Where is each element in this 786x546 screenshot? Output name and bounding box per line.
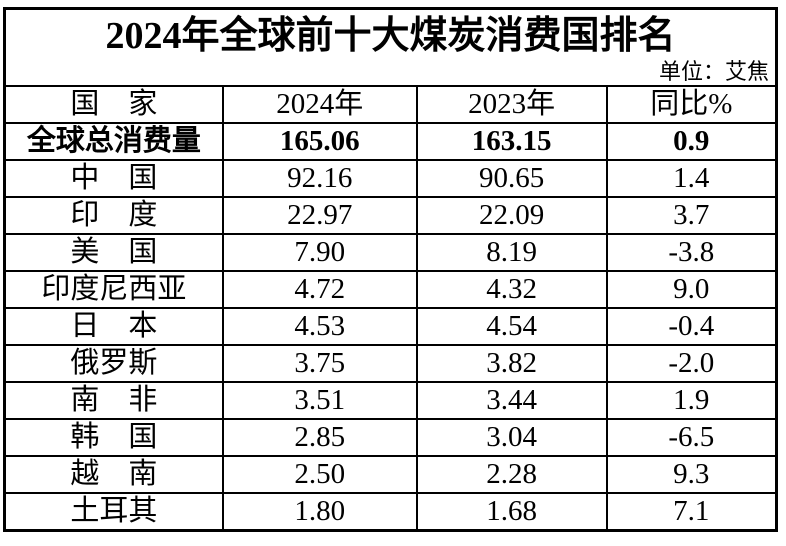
col-header-2023: 2023年: [415, 86, 608, 124]
col-header-2024: 2024年: [221, 86, 418, 124]
table-row-south-korea: 韩 国 2.85 3.04 -6.5: [5, 418, 777, 457]
cell-2023: 3.44: [415, 381, 608, 420]
cell-country: 日 本: [5, 307, 224, 346]
col-header-country: 国 家: [5, 86, 224, 124]
cell-2023: 90.65: [415, 159, 608, 198]
table-row-global-total: 全球总消费量 165.06 163.15 0.9: [5, 122, 777, 161]
cell-country: 越 南: [5, 455, 224, 494]
cell-2023: 4.54: [415, 307, 608, 346]
cell-yoy: -3.8: [605, 233, 777, 272]
header-row: 国 家 2024年 2023年 同比%: [5, 86, 777, 124]
table-title: 2024年全球前十大煤炭消费国排名: [105, 15, 676, 57]
cell-yoy: 9.3: [605, 455, 777, 494]
cell-2023: 1.68: [415, 492, 608, 530]
cell-country: 全球总消费量: [5, 122, 224, 161]
cell-country: 韩 国: [5, 418, 224, 457]
cell-2024: 4.72: [221, 270, 418, 309]
cell-2023: 2.28: [415, 455, 608, 494]
cell-yoy: -6.5: [605, 418, 777, 457]
unit-note: 单位：艾焦: [658, 59, 769, 84]
cell-2023: 4.32: [415, 270, 608, 309]
cell-2024: 3.51: [221, 381, 418, 420]
cell-2024: 3.75: [221, 344, 418, 383]
table-row-china: 中 国 92.16 90.65 1.4: [5, 159, 777, 198]
cell-country: 南 非: [5, 381, 224, 420]
cell-yoy: 0.9: [605, 122, 777, 161]
table-row-vietnam: 越 南 2.50 2.28 9.3: [5, 455, 777, 494]
table-row-usa: 美 国 7.90 8.19 -3.8: [5, 233, 777, 272]
table-row-japan: 日 本 4.53 4.54 -0.4: [5, 307, 777, 346]
cell-2024: 1.80: [221, 492, 418, 530]
cell-country: 土耳其: [5, 492, 224, 530]
col-header-yoy: 同比%: [605, 86, 777, 124]
cell-country: 美 国: [5, 233, 224, 272]
cell-yoy: 9.0: [605, 270, 777, 309]
table-header-block: 2024年全球前十大煤炭消费国排名 单位：艾焦: [6, 10, 775, 87]
table-row-turkey: 土耳其 1.80 1.68 7.1: [5, 492, 777, 530]
coal-consumption-ranking-table: 2024年全球前十大煤炭消费国排名 单位：艾焦 国 家 2024年 2023年 …: [3, 7, 778, 532]
cell-2024: 22.97: [221, 196, 418, 235]
cell-2024: 2.85: [221, 418, 418, 457]
cell-yoy: 1.4: [605, 159, 777, 198]
table-row-south-africa: 南 非 3.51 3.44 1.9: [5, 381, 777, 420]
cell-country: 中 国: [5, 159, 224, 198]
cell-yoy: 3.7: [605, 196, 777, 235]
cell-2023: 3.82: [415, 344, 608, 383]
cell-2024: 4.53: [221, 307, 418, 346]
cell-2024: 165.06: [221, 122, 418, 161]
cell-2024: 7.90: [221, 233, 418, 272]
cell-2023: 8.19: [415, 233, 608, 272]
cell-country: 俄罗斯: [5, 344, 224, 383]
cell-2023: 3.04: [415, 418, 608, 457]
cell-2023: 163.15: [415, 122, 608, 161]
cell-yoy: 1.9: [605, 381, 777, 420]
cell-country: 印度尼西亚: [5, 270, 224, 309]
cell-2024: 92.16: [221, 159, 418, 198]
cell-country: 印 度: [5, 196, 224, 235]
cell-yoy: 7.1: [605, 492, 777, 530]
cell-yoy: -2.0: [605, 344, 777, 383]
cell-2023: 22.09: [415, 196, 608, 235]
table-row-russia: 俄罗斯 3.75 3.82 -2.0: [5, 344, 777, 383]
table-row-india: 印 度 22.97 22.09 3.7: [5, 196, 777, 235]
ranking-table: 国 家 2024年 2023年 同比% 全球总消费量 165.06 163.15…: [5, 86, 777, 530]
table-row-indonesia: 印度尼西亚 4.72 4.32 9.0: [5, 270, 777, 309]
cell-yoy: -0.4: [605, 307, 777, 346]
cell-2024: 2.50: [221, 455, 418, 494]
